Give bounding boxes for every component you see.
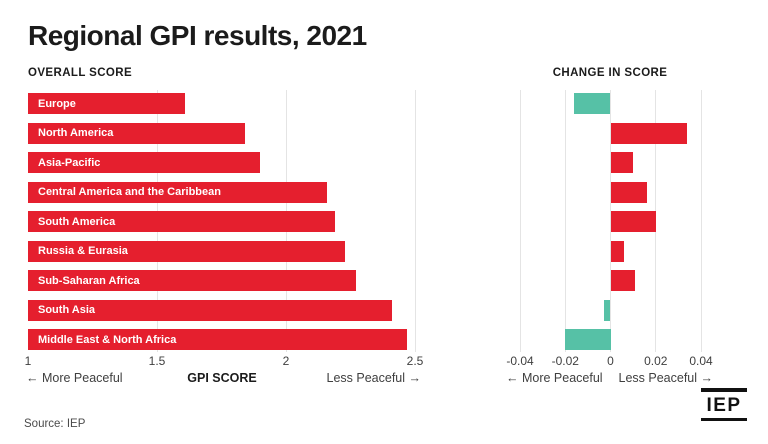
bar-south-asia [603, 299, 611, 321]
bar-europe [574, 93, 611, 114]
bar-south-america [610, 211, 656, 232]
iep-logo: IEP [701, 388, 747, 421]
bar-russia-eurasia [610, 240, 625, 262]
bar-label: South Asia [38, 304, 96, 316]
right-axis-less-peaceful-label: Less Peaceful → [618, 371, 714, 385]
source-note: Source: IEP [24, 418, 86, 430]
page-title: Regional GPI results, 2021 [28, 20, 367, 51]
bar-label: Europe [38, 97, 76, 110]
gridline [700, 90, 702, 352]
gridline [519, 90, 521, 352]
overall-score-chart: Europe North America Asia-Pacific Central A… [28, 90, 416, 352]
bar-sub-saharan-africa: Sub-Saharan Africa [28, 270, 356, 291]
change-in-score-chart [519, 90, 702, 352]
bar-asia-pacific: Asia-Pacific [28, 152, 261, 173]
iep-logo-bottom-bar [701, 417, 747, 421]
bar-north-america [610, 122, 688, 144]
bar-label: Russia & Eurasia [38, 245, 128, 257]
left-axis-more-peaceful-label: ← More Peaceful [26, 371, 123, 385]
bar-sub-saharan-africa [610, 270, 636, 291]
bar-middle-east-north-africa: Middle East & North Africa [28, 329, 408, 350]
iep-logo-text: IEP [706, 394, 742, 416]
tick-label: 1.5 [148, 354, 166, 368]
section-header-change-in-score: CHANGE IN SCORE [552, 67, 668, 79]
left-axis-less-peaceful-label: Less Peaceful → [326, 371, 422, 385]
tick-label: 0 [607, 354, 614, 368]
right-axis-more-peaceful-label: ← More Peaceful [506, 371, 603, 385]
bar-asia-pacific [610, 152, 634, 173]
gridline [655, 90, 657, 352]
tick-label: -0.04 [506, 354, 534, 368]
tick-label: -0.02 [551, 354, 579, 368]
gridline [414, 90, 416, 352]
bar-label: South America [38, 215, 116, 228]
bar-label: Asia-Pacific [38, 156, 101, 169]
bar-south-america: South America [28, 211, 336, 232]
iep-logo-top-bar [701, 388, 747, 392]
bar-label: Central America and the Caribbean [38, 186, 221, 198]
bar-north-america: North America [28, 122, 245, 144]
bar-middle-east-north-africa [565, 329, 611, 350]
bar-south-asia: South Asia [28, 299, 392, 321]
bar-central-america-and-the-caribbean [610, 181, 647, 203]
tick-label: 1 [24, 354, 32, 368]
tick-label: 2.5 [406, 354, 424, 368]
bar-central-america-and-the-caribbean: Central America and the Caribbean [28, 181, 328, 203]
bar-label: North America [38, 127, 114, 139]
bar-label: Middle East & North Africa [38, 333, 177, 346]
tick-label: 0.02 [644, 354, 668, 368]
bar-label: Sub-Saharan Africa [38, 274, 140, 287]
bar-europe: Europe [28, 93, 186, 114]
section-header-overall-score: OVERALL SCORE [28, 67, 133, 79]
tick-label: 2 [282, 354, 290, 368]
gridline [564, 90, 566, 352]
gpi-score-axis-label: GPI SCORE [187, 371, 257, 385]
bar-russia-eurasia: Russia & Eurasia [28, 240, 346, 262]
tick-label: 0.04 [689, 354, 713, 368]
